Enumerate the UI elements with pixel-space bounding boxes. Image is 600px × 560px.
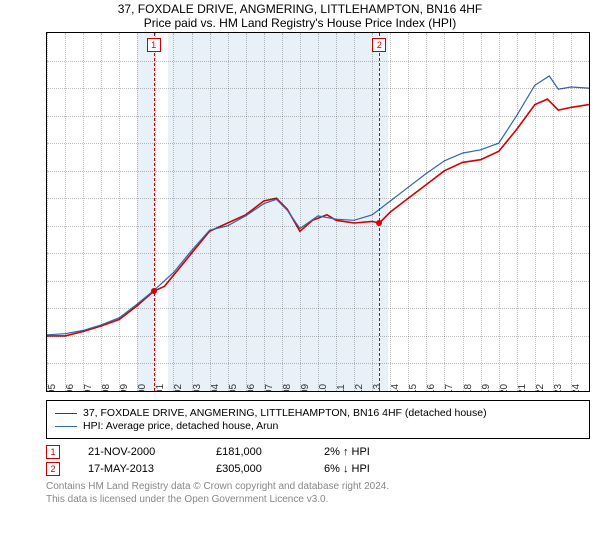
marker-line bbox=[379, 33, 380, 391]
marker-table: 1 21-NOV-2000 £181,000 2% ↑ HPI 2 17-MAY-2013… bbox=[46, 445, 590, 476]
x-axis-label: 2004 bbox=[210, 384, 221, 392]
marker-date: 17-MAY-2013 bbox=[88, 463, 188, 475]
x-axis-label: 2025 bbox=[589, 384, 590, 392]
x-axis-label: 2009 bbox=[300, 384, 311, 392]
x-axis-label: 2022 bbox=[535, 384, 546, 392]
legend-label: HPI: Average price, detached house, Arun bbox=[83, 420, 278, 432]
legend-row: HPI: Average price, detached house, Arun bbox=[55, 420, 581, 432]
x-axis-label: 2008 bbox=[282, 384, 293, 392]
x-axis-label: 2014 bbox=[390, 384, 401, 392]
marker-price: £305,000 bbox=[216, 463, 296, 475]
marker-box: 2 bbox=[372, 38, 386, 52]
x-axis-label: 2016 bbox=[426, 384, 437, 392]
marker-diff: 6% ↓ HPI bbox=[324, 463, 370, 475]
footer: Contains HM Land Registry data © Crown c… bbox=[46, 480, 590, 506]
chart-title: 37, FOXDALE DRIVE, ANGMERING, LITTLEHAMP… bbox=[0, 0, 600, 16]
x-axis-label: 2017 bbox=[444, 384, 455, 392]
marker-row: 1 21-NOV-2000 £181,000 2% ↑ HPI bbox=[46, 445, 590, 459]
x-axis-label: 2013 bbox=[372, 384, 383, 392]
x-axis-label: 2000 bbox=[137, 384, 148, 392]
x-axis-label: 2002 bbox=[173, 384, 184, 392]
footer-line-1: Contains HM Land Registry data © Crown c… bbox=[46, 480, 590, 493]
x-axis-label: 2024 bbox=[571, 384, 582, 392]
marker-index: 2 bbox=[46, 462, 60, 476]
x-axis-label: 1996 bbox=[65, 384, 76, 392]
x-axis-label: 1995 bbox=[47, 384, 58, 392]
x-axis-label: 2015 bbox=[408, 384, 419, 392]
x-axis-label: 2007 bbox=[264, 384, 275, 392]
chart-subtitle: Price paid vs. HM Land Registry's House … bbox=[0, 16, 600, 32]
legend: 37, FOXDALE DRIVE, ANGMERING, LITTLEHAMP… bbox=[46, 400, 590, 439]
marker-dot bbox=[376, 220, 382, 226]
x-axis-label: 1999 bbox=[119, 384, 130, 392]
marker-row: 2 17-MAY-2013 £305,000 6% ↓ HPI bbox=[46, 462, 590, 476]
marker-date: 21-NOV-2000 bbox=[88, 446, 188, 458]
marker-price: £181,000 bbox=[216, 446, 296, 458]
legend-swatch bbox=[55, 426, 77, 427]
marker-diff: 2% ↑ HPI bbox=[324, 446, 370, 458]
x-axis-label: 2012 bbox=[354, 384, 365, 392]
marker-index: 1 bbox=[46, 445, 60, 459]
x-axis-label: 1998 bbox=[101, 384, 112, 392]
x-axis-label: 2010 bbox=[318, 384, 329, 392]
x-axis-label: 2019 bbox=[481, 384, 492, 392]
marker-line bbox=[154, 33, 155, 391]
x-axis-label: 2005 bbox=[228, 384, 239, 392]
legend-swatch bbox=[55, 413, 77, 414]
marker-box: 1 bbox=[147, 38, 161, 52]
x-axis-label: 1997 bbox=[83, 384, 94, 392]
x-axis-label: 2021 bbox=[517, 384, 528, 392]
x-axis-label: 2020 bbox=[499, 384, 510, 392]
legend-label: 37, FOXDALE DRIVE, ANGMERING, LITTLEHAMP… bbox=[83, 407, 487, 419]
footer-line-2: This data is licensed under the Open Gov… bbox=[46, 493, 590, 506]
x-axis-label: 2001 bbox=[155, 384, 166, 392]
legend-row: 37, FOXDALE DRIVE, ANGMERING, LITTLEHAMP… bbox=[55, 407, 581, 419]
x-axis-label: 2018 bbox=[463, 384, 474, 392]
x-axis-label: 2023 bbox=[553, 384, 564, 392]
chart-plot-area: £0£50K£100K£150K£200K£250K£300K£350K£400… bbox=[46, 32, 590, 392]
x-axis-label: 2006 bbox=[246, 384, 257, 392]
marker-dot bbox=[151, 288, 157, 294]
x-axis-label: 2011 bbox=[336, 384, 347, 392]
x-axis-label: 2003 bbox=[192, 384, 203, 392]
